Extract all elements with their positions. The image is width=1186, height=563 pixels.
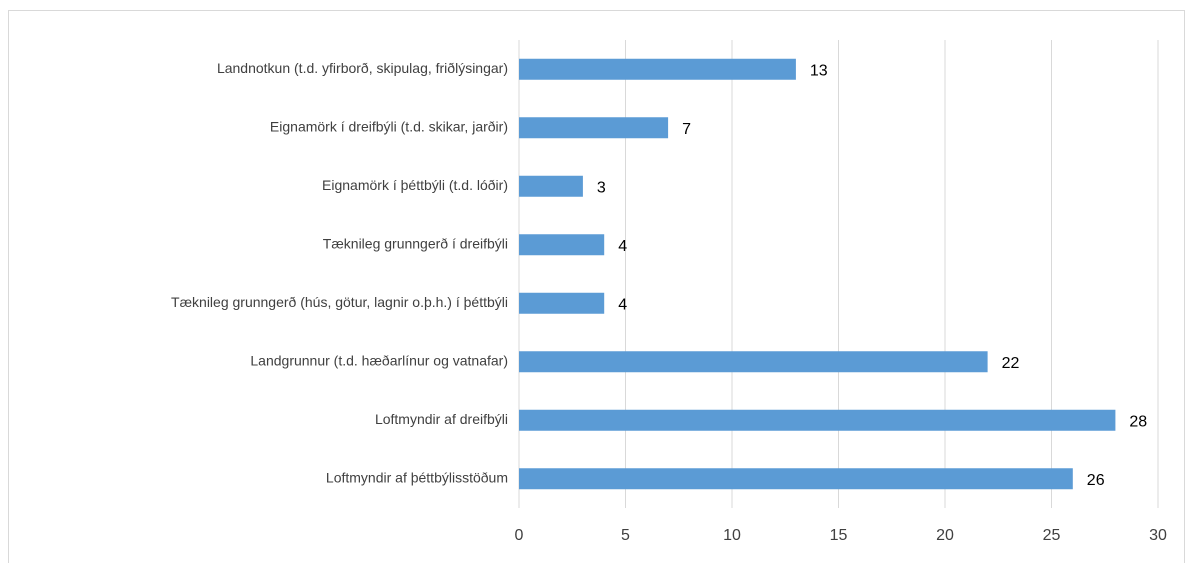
x-tick-label: 25 <box>1043 527 1061 544</box>
bar <box>519 58 796 80</box>
data-label: 7 <box>682 121 691 138</box>
data-label: 13 <box>810 62 828 79</box>
x-tick-label: 20 <box>936 527 954 544</box>
bar <box>519 117 669 139</box>
bar <box>519 409 1116 431</box>
data-label: 28 <box>1129 413 1147 430</box>
y-tick-label: Tæknileg grunngerð (hús, götur, lagnir o… <box>171 294 508 310</box>
data-label: 3 <box>597 179 606 196</box>
bar <box>519 351 988 373</box>
x-tick-label: 10 <box>723 527 741 544</box>
y-tick-label: Eignamörk í þéttbýli (t.d. lóðir) <box>322 177 508 193</box>
x-tick-label: 30 <box>1149 527 1167 544</box>
data-label: 4 <box>618 238 627 255</box>
bar <box>519 468 1073 490</box>
data-label: 22 <box>1002 355 1020 372</box>
bar <box>519 234 605 256</box>
bar <box>519 175 583 197</box>
bar <box>519 292 605 314</box>
y-tick-label: Tæknileg grunngerð í dreifbýli <box>323 235 508 251</box>
data-label: 4 <box>618 296 627 313</box>
x-tick-label: 15 <box>830 527 848 544</box>
x-tick-label: 0 <box>515 527 524 544</box>
x-tick-label: 5 <box>621 527 630 544</box>
y-tick-label: Eignamörk í dreifbýli (t.d. skikar, jarð… <box>270 118 508 134</box>
y-tick-label: Landgrunnur (t.d. hæðarlínur og vatnafar… <box>250 352 508 368</box>
y-tick-label: Loftmyndir af þéttbýlisstöðum <box>326 469 508 485</box>
y-tick-label: Landnotkun (t.d. yfirborð, skipulag, fri… <box>217 60 508 76</box>
data-label: 26 <box>1087 472 1105 489</box>
y-tick-label: Loftmyndir af dreifbýli <box>375 411 508 427</box>
